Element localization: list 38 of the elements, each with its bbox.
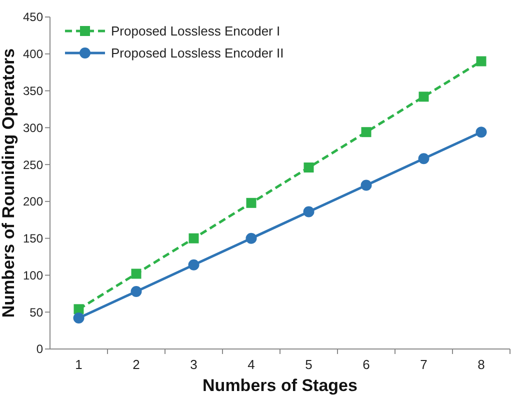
y-axis-title: Numbers of Rouniding Operators bbox=[0, 48, 18, 318]
y-tick-label: 150 bbox=[22, 232, 44, 246]
y-tick-label: 200 bbox=[22, 194, 44, 209]
x-tick-label: 8 bbox=[478, 357, 485, 372]
point bbox=[246, 198, 256, 208]
x-tick-label: 6 bbox=[362, 357, 370, 372]
y-tick-label: 100 bbox=[22, 268, 44, 282]
x-axis-title: Numbers of Stages bbox=[202, 376, 358, 395]
x-tick-label: 3 bbox=[190, 357, 198, 372]
point bbox=[188, 233, 199, 244]
x-tick-label: 5 bbox=[305, 357, 312, 372]
y-tick-label: 250 bbox=[22, 158, 44, 172]
x-tick-label: 7 bbox=[420, 357, 428, 372]
point bbox=[361, 127, 372, 138]
point bbox=[74, 304, 84, 314]
y-tick-label: 300 bbox=[22, 120, 44, 135]
legend-label: Proposed Lossless Encoder I bbox=[111, 24, 280, 39]
point bbox=[418, 92, 429, 102]
point bbox=[246, 232, 257, 244]
point bbox=[188, 259, 200, 270]
point bbox=[418, 153, 430, 164]
y-tick-label: 350 bbox=[22, 84, 44, 98]
point bbox=[304, 162, 314, 173]
x-tick-label: 4 bbox=[248, 357, 255, 372]
y-tick-label: 450 bbox=[22, 10, 44, 24]
x-tick-label: 2 bbox=[132, 357, 140, 372]
y-tick-label: 50 bbox=[30, 305, 44, 320]
x-tick-label: 1 bbox=[75, 357, 82, 372]
point bbox=[131, 268, 142, 279]
legend-label: Proposed Lossless Encoder II bbox=[111, 46, 284, 61]
point bbox=[476, 56, 486, 66]
point bbox=[360, 180, 372, 191]
y-tick-label: 0 bbox=[36, 342, 44, 356]
point bbox=[303, 206, 314, 218]
y-tick-label: 400 bbox=[22, 47, 44, 62]
point bbox=[130, 286, 142, 297]
point bbox=[476, 126, 487, 138]
point bbox=[73, 312, 84, 324]
